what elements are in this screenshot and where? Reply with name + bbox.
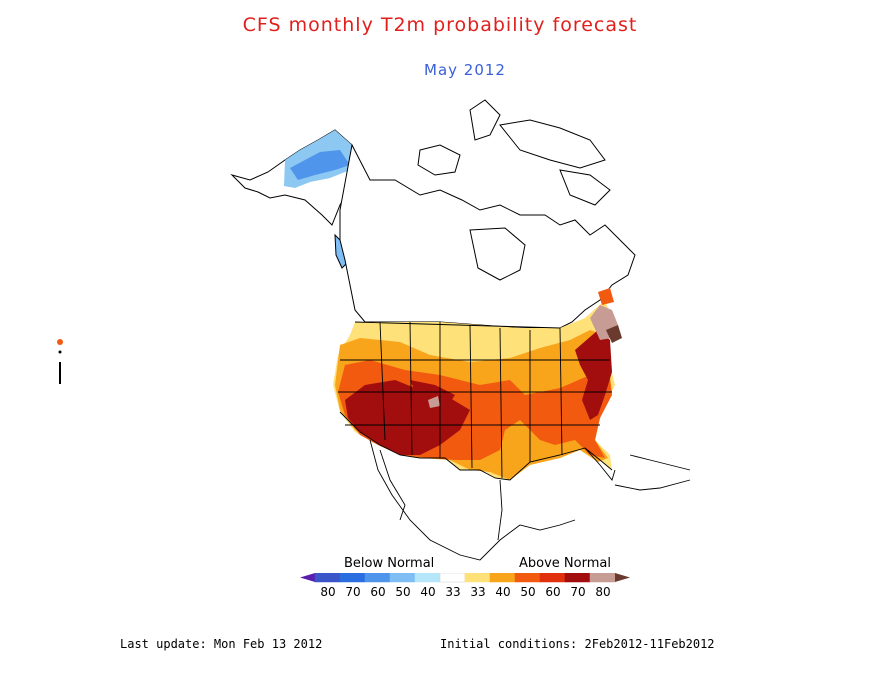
border-lines — [338, 321, 691, 561]
legend-swatch-high-arrow — [615, 573, 630, 582]
legend-swatch — [589, 573, 616, 583]
legend-swatch — [339, 573, 366, 583]
legend-tick-label: 80 — [320, 585, 335, 599]
legend-tick-label: 50 — [395, 585, 410, 599]
legend-above-label: Above Normal — [519, 556, 611, 571]
legend-below-label: Below Normal — [344, 556, 435, 571]
legend-swatch — [439, 573, 466, 583]
legend-tick-label: 50 — [520, 585, 535, 599]
legend-tick-label: 33 — [445, 585, 460, 599]
last-update: Last update: Mon Feb 13 2012 — [120, 637, 323, 651]
map-subtitle: May 2012 — [424, 61, 506, 79]
usa-forecast — [333, 288, 622, 480]
legend-tick-label: 33 — [470, 585, 485, 599]
alaska — [230, 129, 363, 269]
legend-swatch — [464, 573, 491, 583]
map-title: CFS monthly T2m probability forecast — [242, 14, 638, 36]
color-legend: 80 70 60 50 40 33 33 40 50 60 70 80 — [300, 573, 630, 599]
initial-conditions: Initial conditions: 2Feb2012-11Feb2012 — [440, 637, 715, 651]
legend-swatch — [364, 573, 391, 583]
legend-swatch — [564, 573, 591, 583]
legend-tick-label: 80 — [595, 585, 610, 599]
legend-tick-label: 70 — [570, 585, 585, 599]
legend-swatch — [389, 573, 416, 583]
legend-swatch — [489, 573, 516, 583]
legend-tick-label: 60 — [370, 585, 385, 599]
legend-swatch — [314, 573, 341, 583]
legend-swatch — [539, 573, 566, 583]
legend-swatch — [414, 573, 441, 583]
legend-tick-label: 40 — [420, 585, 435, 599]
legend-tick-label: 70 — [345, 585, 360, 599]
canada-outline — [339, 99, 636, 329]
legend-tick-label: 40 — [495, 585, 510, 599]
legend-tick-label: 60 — [545, 585, 560, 599]
legend-swatch-low-arrow — [300, 573, 315, 582]
legend-swatch — [514, 573, 541, 583]
left-marker — [57, 339, 63, 384]
